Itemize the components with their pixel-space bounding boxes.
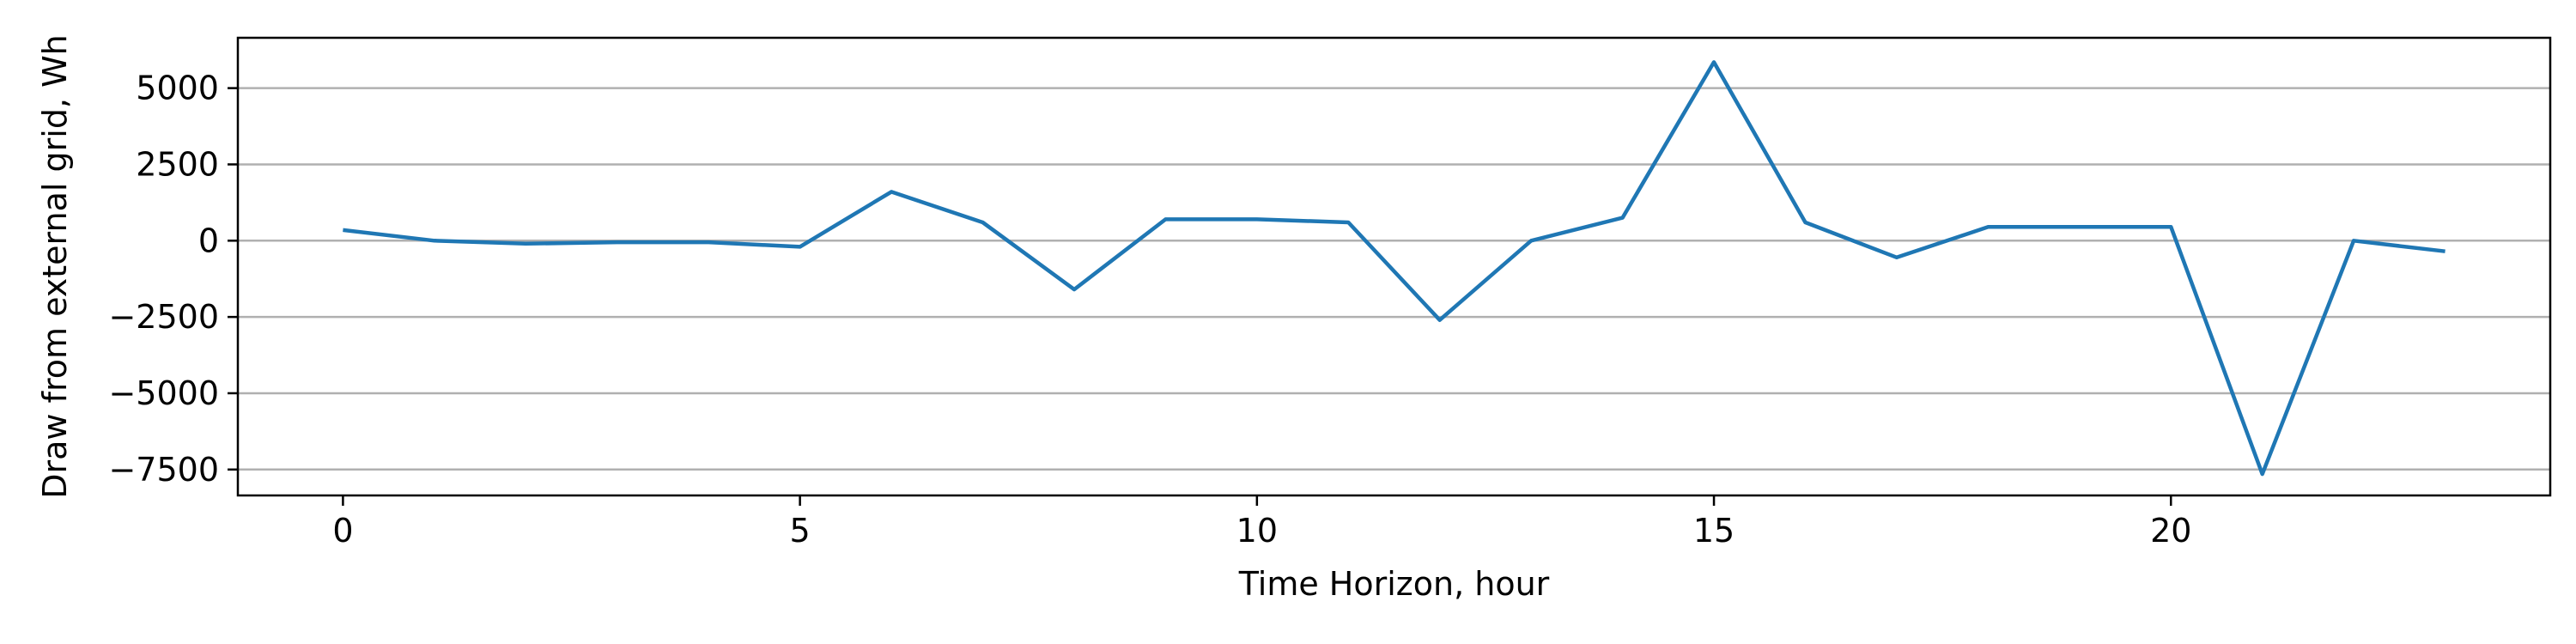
plot-frame (236, 36, 2552, 497)
y-axis-label: Draw from external grid, Wh (36, 34, 74, 499)
x-tick-label: 10 (1236, 512, 1278, 550)
y-tick-label: 2500 (136, 145, 219, 183)
series-layer (343, 60, 2445, 477)
x-tick-label: 5 (790, 512, 811, 550)
y-tick-label: −2500 (108, 298, 219, 336)
y-tick-label: −7500 (108, 451, 219, 489)
x-axis-label: Time Horizon, hour (1238, 565, 1550, 603)
y-tick-label: 0 (198, 222, 219, 259)
y-tick-label: 5000 (136, 70, 219, 107)
x-tick-label: 0 (332, 512, 353, 550)
x-axis: 0 5 10 15 20 (332, 495, 2191, 550)
x-tick-label: 20 (2150, 512, 2191, 550)
y-tick-label: −5000 (108, 374, 219, 412)
series-line (343, 60, 2445, 477)
y-axis: −7500 −5000 −2500 0 2500 5000 (108, 70, 238, 489)
grid-lines (238, 87, 2550, 471)
x-tick-label: 15 (1693, 512, 1735, 550)
